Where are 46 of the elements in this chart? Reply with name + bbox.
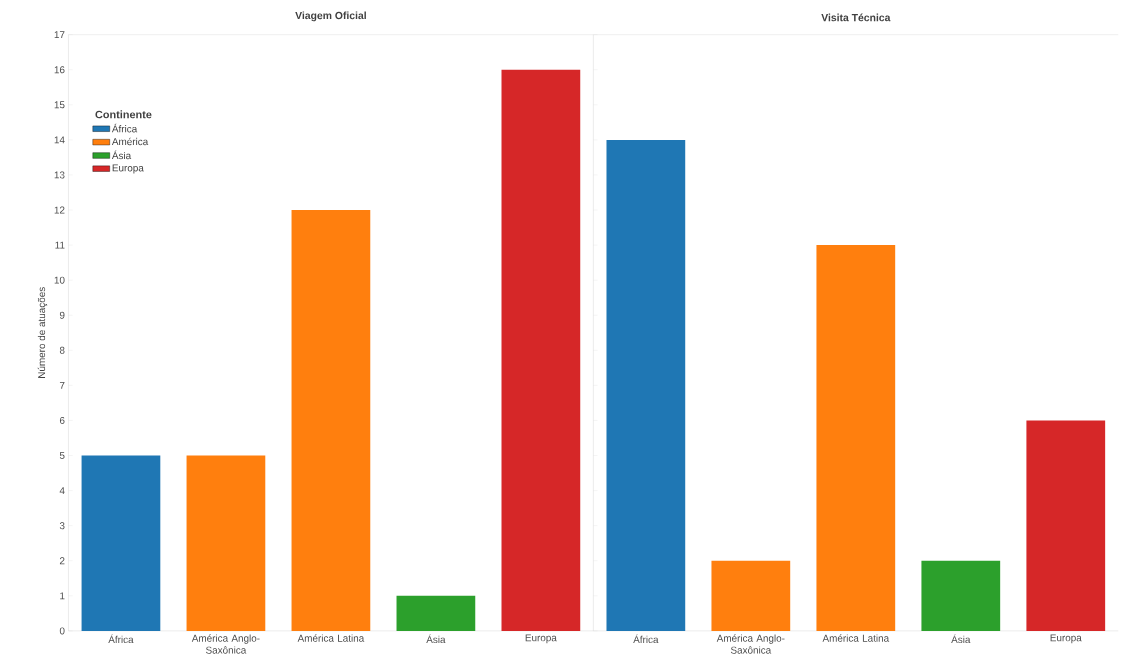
x-tick-label: América Anglo-Saxônica	[716, 634, 785, 654]
y-tick-label: 9	[59, 311, 65, 319]
bar	[1026, 420, 1106, 632]
legend-label: África	[111, 123, 138, 133]
y-tick-label: 13	[54, 171, 65, 179]
legend-label: Europa	[112, 164, 144, 174]
y-tick-label: 16	[54, 66, 65, 74]
bar	[921, 560, 1001, 632]
y-tick-label: 4	[59, 487, 65, 495]
y-tick-label: 11	[55, 241, 65, 249]
x-tick-label: África	[633, 634, 659, 644]
y-tick-label: 12	[54, 206, 65, 214]
x-tick-label: Europa	[525, 634, 557, 644]
y-tick-label: 5	[59, 452, 65, 460]
legend-title: Continente	[95, 110, 152, 119]
y-tick-label: 8	[59, 347, 65, 355]
chart-title: Visita Técnica	[821, 13, 891, 22]
chart-title: Viagem Oficial	[295, 11, 366, 22]
y-tick-label: 7	[59, 382, 65, 390]
bar	[711, 560, 791, 632]
x-tick-label: Europa	[1050, 634, 1082, 644]
legend-label: Ásia	[111, 150, 132, 160]
bar	[186, 455, 266, 632]
y-tick-label: 1	[60, 592, 65, 600]
x-tick-label: Ásia	[951, 634, 971, 644]
y-tick-label: 10	[54, 276, 65, 284]
y-tick-label: 3	[59, 522, 65, 530]
bar	[816, 245, 896, 632]
bar	[81, 455, 161, 632]
x-tick-label: América Anglo-Saxônica	[191, 634, 260, 654]
y-tick-label: 6	[59, 417, 65, 425]
bar	[501, 69, 581, 632]
y-tick-label: 0	[59, 627, 65, 635]
legend-label: América	[111, 137, 149, 146]
y-tick-label: 15	[54, 101, 65, 109]
x-tick-label: Ásia	[426, 634, 446, 644]
y-tick-label: 17	[54, 31, 65, 39]
y-tick-label: 14	[54, 136, 65, 144]
x-tick-label: África	[108, 634, 134, 644]
bar	[606, 140, 686, 632]
x-tick-label: América Latina	[297, 634, 365, 642]
y-tick-label: 2	[59, 557, 65, 565]
bar	[291, 210, 371, 632]
x-tick-label: América Latina	[822, 634, 890, 642]
y-axis-title: Número de atuações	[37, 287, 48, 379]
bar	[396, 596, 476, 632]
